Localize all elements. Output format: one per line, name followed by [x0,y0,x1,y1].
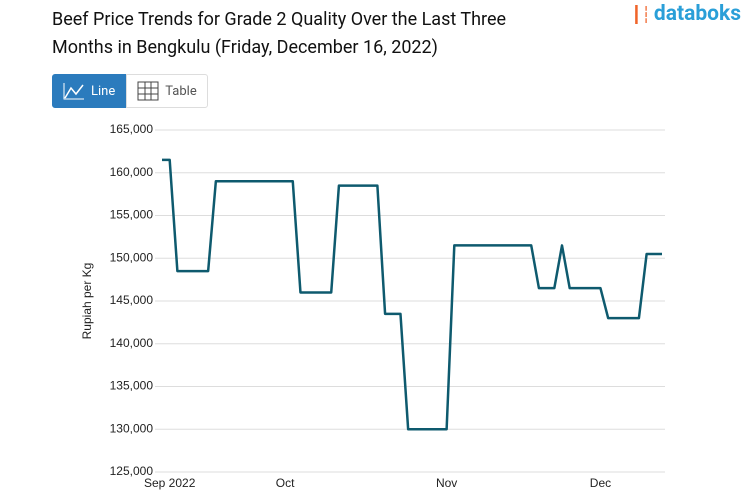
y-axis-label: Rupiah per Kg [80,263,94,340]
line-icon [63,83,84,100]
chart-title: Beef Price Trends for Grade 2 Quality Ov… [52,9,507,58]
tab-label: Line [91,83,116,99]
x-tick-label: Sep 2022 [144,476,196,490]
y-tick-label: 130,000 [110,421,154,435]
brand: ┃┆ databoks [632,2,741,26]
brand-icon: ┃┆ [631,5,651,24]
tab-line[interactable]: Line [52,74,127,108]
y-tick-label: 155,000 [110,208,154,222]
y-tick-label: 160,000 [110,165,154,179]
tab-table[interactable]: Table [126,74,208,108]
y-tick-label: 150,000 [110,250,154,264]
tab-label: Table [165,83,197,99]
tabs: Line Table [52,74,208,108]
y-tick-label: 140,000 [110,336,154,350]
brand-name: databoks [653,2,741,26]
x-tick-label: Oct [276,476,295,490]
table-icon [137,81,159,101]
y-tick-label: 145,000 [110,293,154,307]
x-tick-label: Dec [590,476,611,490]
y-tick-label: 135,000 [110,379,154,393]
line [162,158,662,431]
y-tick-label: 165,000 [110,122,154,136]
x-tick-label: Nov [436,476,457,490]
y-tick-label: 125,000 [110,464,154,478]
